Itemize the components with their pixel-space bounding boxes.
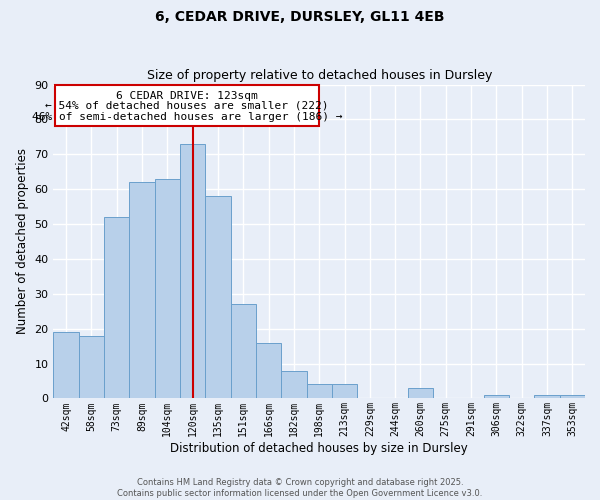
- Bar: [180, 144, 205, 399]
- Text: ← 54% of detached houses are smaller (222): ← 54% of detached houses are smaller (22…: [45, 100, 329, 110]
- FancyBboxPatch shape: [55, 84, 319, 126]
- Bar: [332, 384, 357, 398]
- Bar: [130, 182, 155, 398]
- Bar: [104, 217, 130, 398]
- Bar: [230, 304, 256, 398]
- Bar: [281, 370, 307, 398]
- Bar: [408, 388, 433, 398]
- Bar: [205, 196, 230, 398]
- X-axis label: Distribution of detached houses by size in Dursley: Distribution of detached houses by size …: [170, 442, 468, 455]
- Text: 6, CEDAR DRIVE, DURSLEY, GL11 4EB: 6, CEDAR DRIVE, DURSLEY, GL11 4EB: [155, 10, 445, 24]
- Text: 46% of semi-detached houses are larger (186) →: 46% of semi-detached houses are larger (…: [32, 112, 342, 122]
- Bar: [307, 384, 332, 398]
- Bar: [53, 332, 79, 398]
- Bar: [79, 336, 104, 398]
- Title: Size of property relative to detached houses in Dursley: Size of property relative to detached ho…: [146, 69, 492, 82]
- Bar: [155, 178, 180, 398]
- Text: Contains HM Land Registry data © Crown copyright and database right 2025.
Contai: Contains HM Land Registry data © Crown c…: [118, 478, 482, 498]
- Bar: [256, 342, 281, 398]
- Text: 6 CEDAR DRIVE: 123sqm: 6 CEDAR DRIVE: 123sqm: [116, 91, 258, 101]
- Bar: [484, 395, 509, 398]
- Bar: [560, 395, 585, 398]
- Y-axis label: Number of detached properties: Number of detached properties: [16, 148, 29, 334]
- Bar: [535, 395, 560, 398]
